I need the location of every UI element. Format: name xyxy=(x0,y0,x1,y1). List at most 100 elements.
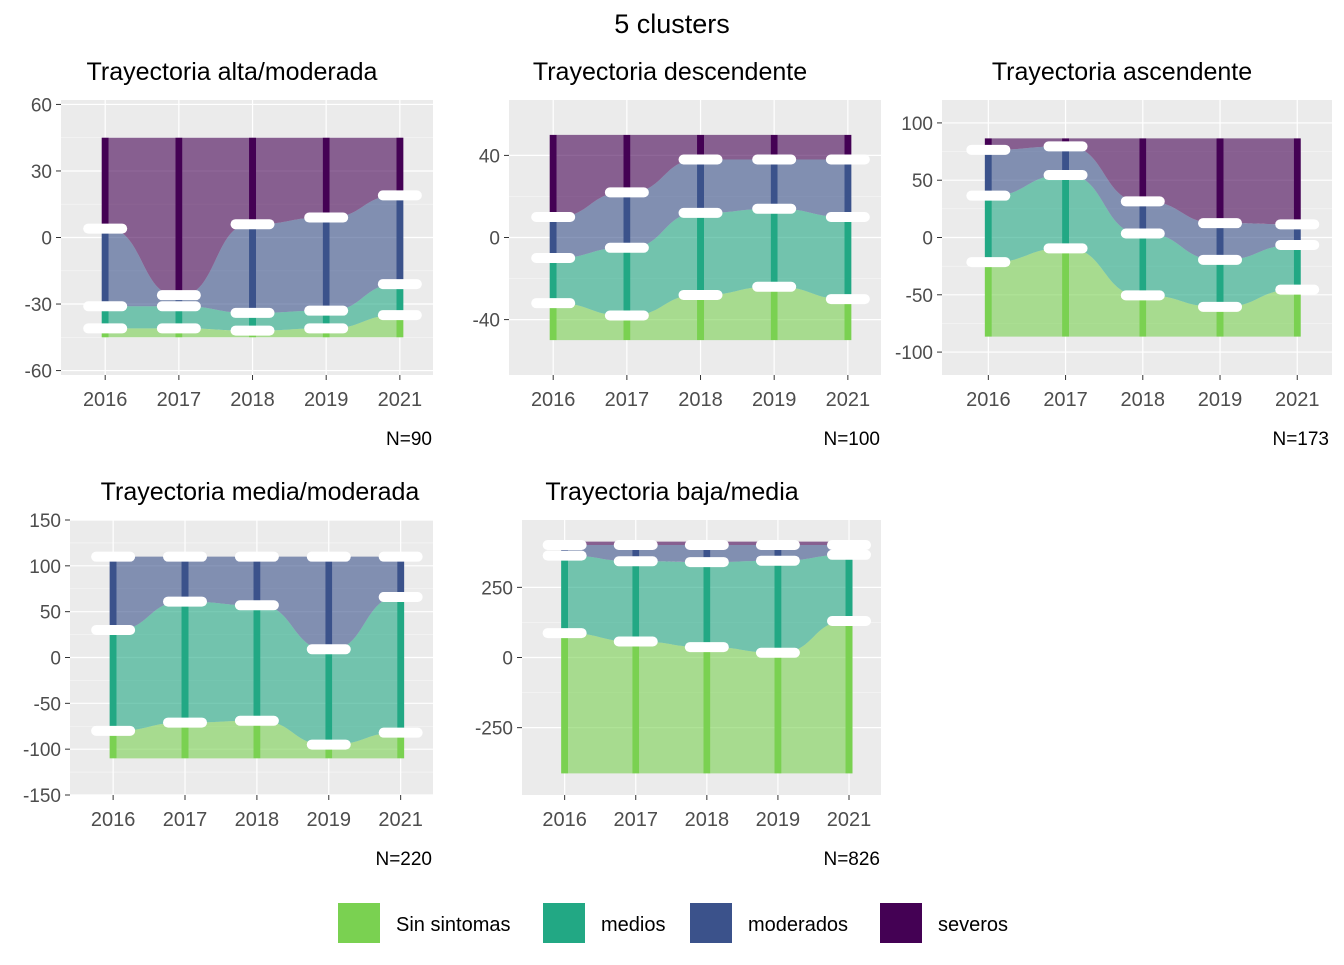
x-tick-label: 2016 xyxy=(966,389,1011,411)
stratum-separator xyxy=(163,596,208,607)
flow-moderados xyxy=(1146,201,1217,260)
y-tick-label: 0 xyxy=(50,649,61,670)
stratum-sin-sintomas xyxy=(845,621,853,774)
legend-key xyxy=(338,903,380,943)
panel-title: Trayectoria ascendente xyxy=(992,58,1252,86)
x-tick-label: 2017 xyxy=(605,389,650,411)
stratum-moderados xyxy=(175,295,183,307)
flow-medios xyxy=(1069,175,1140,296)
stratum-separator xyxy=(230,325,275,336)
stratum-medios xyxy=(249,312,257,331)
flow-sin-sintomas xyxy=(710,647,775,774)
stratum-separator xyxy=(91,725,136,736)
flow-medios xyxy=(188,601,254,723)
flow-sin-sintomas xyxy=(568,633,633,774)
stratum-separator xyxy=(1275,284,1320,295)
stratum-sin-sintomas xyxy=(703,647,711,774)
stratum-severos xyxy=(770,134,778,160)
x-tick-label: 2017 xyxy=(1043,389,1088,411)
legend-key xyxy=(543,903,585,943)
y-tick-label: 40 xyxy=(479,146,500,167)
stratum-sin-sintomas xyxy=(109,730,117,759)
legend-key xyxy=(880,903,922,943)
x-tick-label: 2017 xyxy=(613,809,658,831)
y-tick-label: -30 xyxy=(25,295,52,316)
flow-sin-sintomas xyxy=(781,621,846,774)
flow-sin-sintomas xyxy=(704,286,771,341)
stratum-separator xyxy=(230,307,275,318)
panel-4: 150 100 50 0 -50 -100 -150 2016 2017 2018 2019 2021… xyxy=(23,478,433,870)
x-tick-label: 2019 xyxy=(304,389,349,411)
stratum-separator xyxy=(531,211,576,222)
stratum-separator xyxy=(542,628,587,639)
stratum-severos xyxy=(249,137,257,225)
stratum-moderados xyxy=(397,556,405,597)
stratum-separator xyxy=(966,257,1011,268)
stratum-sin-sintomas xyxy=(984,262,992,337)
stratum-separator xyxy=(613,539,658,550)
stratum-medios xyxy=(1062,175,1070,249)
legend-item-moderados: moderados xyxy=(690,903,848,943)
y-tick-label: -40 xyxy=(473,311,500,332)
stratum-separator xyxy=(684,642,729,653)
stratum-separator xyxy=(377,310,422,321)
stratum-separator xyxy=(542,550,587,561)
stratum-separator xyxy=(604,310,649,321)
panel-caption: N=220 xyxy=(375,849,432,870)
stratum-separator xyxy=(378,727,423,738)
stratum-separator xyxy=(678,289,723,300)
flow-medios xyxy=(781,554,846,653)
flow-medios xyxy=(630,212,698,316)
stratum-sin-sintomas xyxy=(561,633,569,774)
stratum-medios xyxy=(1293,244,1301,290)
stratum-sin-sintomas xyxy=(632,641,640,774)
stratum-severos xyxy=(844,134,852,160)
flow-sin-sintomas xyxy=(260,720,326,759)
stratum-moderados xyxy=(1062,146,1070,176)
flow-medios xyxy=(704,208,771,295)
stratum-sin-sintomas xyxy=(623,315,631,341)
stratum-separator xyxy=(83,301,128,312)
flow-moderados xyxy=(556,192,624,259)
stratum-moderados xyxy=(253,556,261,606)
stratum-moderados xyxy=(984,149,992,196)
stratum-separator xyxy=(156,290,201,301)
stratum-medios xyxy=(845,554,853,622)
stratum-medios xyxy=(623,247,631,316)
stratum-sin-sintomas xyxy=(770,286,778,341)
stratum-separator xyxy=(163,717,208,728)
stratum-sin-sintomas xyxy=(253,720,261,759)
x-tick-label: 2016 xyxy=(83,389,128,411)
y-tick-label: 0 xyxy=(41,229,52,250)
flow-moderados xyxy=(188,556,254,606)
flow-moderados xyxy=(182,224,250,313)
stratum-separator xyxy=(304,323,349,334)
flow-medios xyxy=(639,561,704,648)
stratum-severos xyxy=(549,134,557,217)
y-tick-label: -50 xyxy=(906,286,933,307)
panel-2: 40 0 -40 2016 2017 2018 2019 2021 Trayectoria de… xyxy=(473,58,881,450)
stratum-medios xyxy=(774,560,782,653)
stratum-separator xyxy=(91,625,136,635)
x-tick-label: 2016 xyxy=(531,389,576,411)
stratum-severos xyxy=(175,137,183,296)
legend-label: moderados xyxy=(748,914,848,936)
x-tick-label: 2018 xyxy=(230,389,275,411)
stratum-moderados xyxy=(1293,224,1301,245)
stratum-sin-sintomas xyxy=(1216,306,1224,337)
page-title: 5 clusters xyxy=(614,9,730,39)
stratum-moderados xyxy=(632,544,640,562)
stratum-medios xyxy=(1216,259,1224,307)
x-tick-label: 2019 xyxy=(752,389,797,411)
x-tick-label: 2021 xyxy=(827,809,872,831)
stratum-separator xyxy=(531,253,576,264)
stratum-separator xyxy=(752,203,797,214)
stratum-sin-sintomas xyxy=(844,299,852,341)
stratum-moderados xyxy=(623,192,631,248)
flow-sin-sintomas xyxy=(991,248,1063,337)
flow-severos xyxy=(556,134,624,217)
x-tick-label: 2016 xyxy=(542,809,587,831)
stratum-separator xyxy=(378,592,423,602)
x-tick-label: 2019 xyxy=(756,809,801,831)
stratum-severos xyxy=(101,137,109,229)
